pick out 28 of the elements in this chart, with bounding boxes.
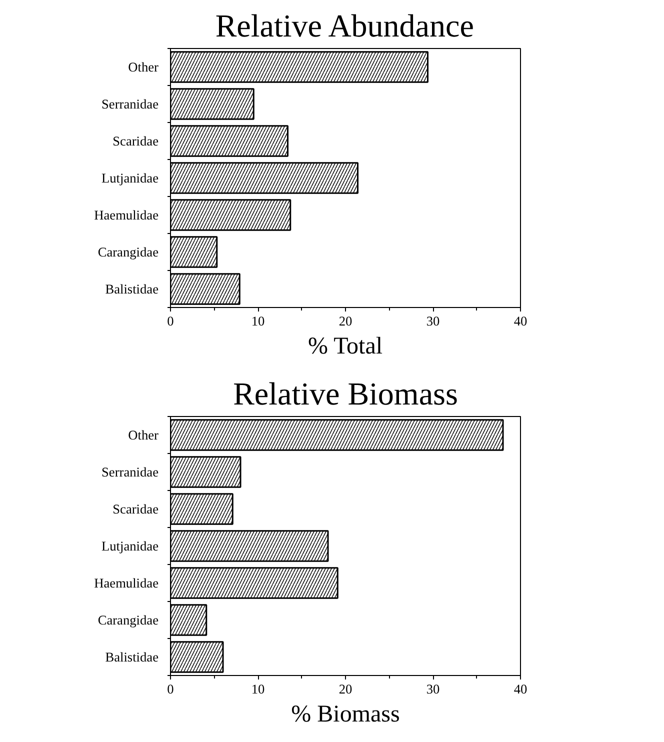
chart-title: Relative Biomass	[233, 376, 458, 412]
y-tick-label: Haemulidae	[94, 576, 159, 590]
y-tick-label: Other	[128, 60, 160, 74]
x-tick-label: 30	[426, 314, 440, 328]
x-tick-label: 40	[514, 314, 528, 328]
x-tick-label: 10	[251, 314, 265, 328]
y-tick-label: Lutjanidae	[102, 538, 159, 554]
y-tick-label: Other	[128, 428, 160, 442]
chart-title: Relative Abundance	[215, 8, 474, 44]
y-tick-label: Scaridae	[112, 134, 159, 148]
y-tick-label: Scaridae	[112, 502, 159, 516]
x-tick-label: 20	[338, 682, 352, 696]
x-tick-label: 30	[426, 682, 440, 696]
y-tick-label: Balistidae	[105, 282, 159, 296]
y-tick-label: Carangidae	[98, 244, 159, 260]
y-tick-label: Lutjanidae	[102, 170, 159, 186]
y-tick-label: Carangidae	[98, 612, 159, 628]
y-tick-label: Serranidae	[102, 464, 159, 480]
x-axis-title: % Biomass	[291, 702, 400, 728]
x-tick-label: 40	[514, 682, 528, 696]
x-axis-title: % Total	[308, 334, 383, 360]
x-tick-label: 0	[167, 314, 174, 328]
y-tick-label: Haemulidae	[94, 208, 159, 222]
y-tick-label: Serranidae	[102, 96, 159, 112]
x-tick-label: 20	[338, 314, 352, 328]
x-tick-label: 0	[167, 682, 174, 696]
x-tick-label: 10	[251, 682, 265, 696]
y-tick-label: Balistidae	[105, 650, 159, 664]
